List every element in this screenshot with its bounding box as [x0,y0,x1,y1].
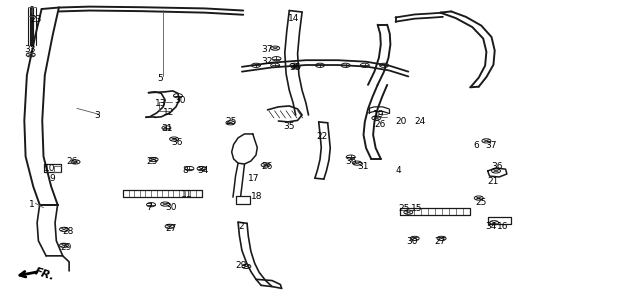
Text: 33: 33 [24,45,36,54]
Text: 11: 11 [181,190,193,199]
Text: 26: 26 [261,162,273,171]
Text: 23: 23 [31,15,42,24]
Text: 36: 36 [492,162,503,171]
Text: 3: 3 [95,111,100,120]
Text: 4: 4 [396,166,401,175]
Text: 37: 37 [261,45,273,54]
Text: 32: 32 [261,57,273,66]
Text: 21: 21 [488,177,499,186]
Text: 34: 34 [485,222,497,231]
Text: 28: 28 [63,227,74,236]
Text: 36: 36 [289,63,301,72]
Text: 13: 13 [155,99,166,108]
Text: 22: 22 [317,132,328,141]
Text: 37: 37 [485,141,497,150]
Text: 17: 17 [248,174,260,183]
Text: 10: 10 [44,164,55,173]
Text: 27: 27 [434,237,445,246]
Text: 5: 5 [157,74,163,83]
Text: 29: 29 [236,261,247,270]
Text: 36: 36 [172,138,183,147]
Text: 15: 15 [411,204,422,213]
Text: 25: 25 [146,157,157,166]
Text: 8: 8 [182,166,188,175]
Text: 35: 35 [283,122,294,131]
Text: 31: 31 [357,162,369,171]
Text: 18: 18 [251,192,262,201]
Text: 24: 24 [415,116,426,126]
Text: 19: 19 [372,110,384,119]
Text: 20: 20 [396,116,407,126]
Text: 34: 34 [197,166,209,175]
Text: 1: 1 [29,200,35,209]
Text: 31: 31 [161,124,173,133]
Text: 14: 14 [288,14,300,23]
Text: 30: 30 [406,237,418,246]
Text: 26: 26 [374,119,386,129]
Text: 9: 9 [49,174,55,183]
Text: 30: 30 [174,96,186,105]
Text: 25: 25 [475,198,486,207]
Text: 2: 2 [238,222,244,231]
Text: 26: 26 [66,157,77,166]
Text: 6: 6 [474,141,479,150]
Text: 7: 7 [146,203,152,212]
Text: 16: 16 [497,222,508,231]
Text: 25: 25 [398,204,410,213]
Text: FR.: FR. [33,267,56,282]
Text: 36: 36 [346,157,357,166]
Text: 12: 12 [163,108,175,117]
Text: 25: 25 [225,117,237,126]
Text: 29: 29 [61,243,72,252]
Text: 27: 27 [165,224,177,233]
Text: 30: 30 [165,203,177,212]
